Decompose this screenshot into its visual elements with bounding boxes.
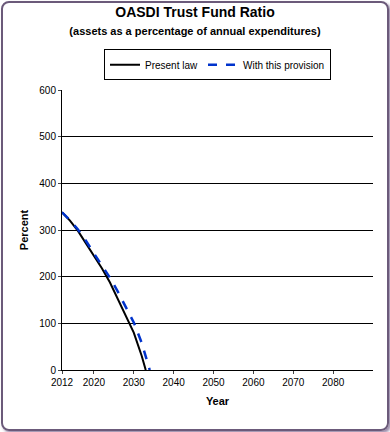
svg-text:2012: 2012	[51, 377, 74, 388]
svg-text:2040: 2040	[163, 377, 186, 388]
svg-text:Percent: Percent	[18, 209, 30, 250]
svg-text:600: 600	[39, 85, 56, 96]
svg-text:2030: 2030	[123, 377, 146, 388]
svg-text:With this provision: With this provision	[243, 60, 324, 71]
svg-text:500: 500	[39, 131, 56, 142]
svg-text:2060: 2060	[242, 377, 265, 388]
svg-text:2080: 2080	[322, 377, 345, 388]
svg-text:300: 300	[39, 225, 56, 236]
svg-text:400: 400	[39, 178, 56, 189]
svg-text:Present law: Present law	[145, 60, 198, 71]
svg-text:100: 100	[39, 318, 56, 329]
svg-text:2070: 2070	[282, 377, 305, 388]
svg-text:2020: 2020	[83, 377, 106, 388]
svg-text:OASDI Trust Fund Ratio(assets: OASDI Trust Fund Ratio(assets as a perce…	[69, 4, 321, 37]
svg-text:0: 0	[50, 365, 56, 376]
svg-text:Year: Year	[206, 395, 230, 407]
svg-text:200: 200	[39, 271, 56, 282]
svg-text:2050: 2050	[202, 377, 225, 388]
